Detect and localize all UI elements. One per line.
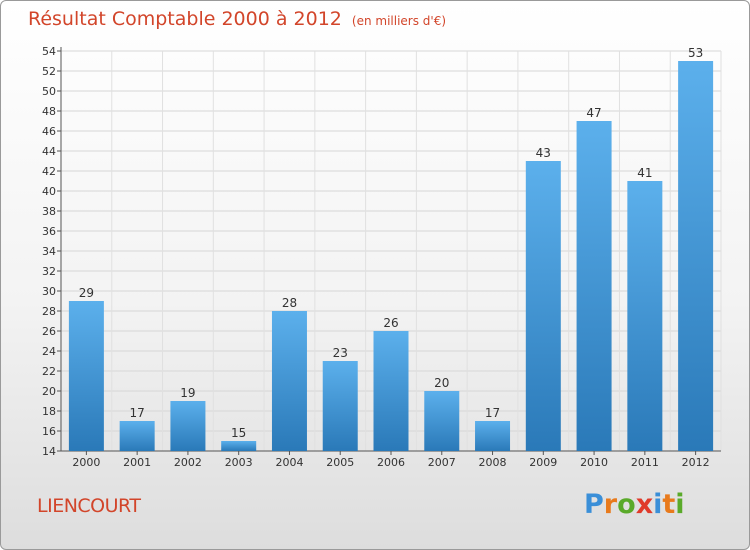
y-tick-label-28: 28 — [42, 305, 56, 318]
bar-2000 — [68, 301, 104, 451]
data-label-2000: 29 — [79, 286, 94, 300]
y-tick-label-26: 26 — [42, 325, 56, 338]
data-label-2011: 41 — [637, 166, 652, 180]
logo-letter: r — [603, 489, 618, 520]
data-label-2009: 43 — [536, 146, 551, 160]
y-tick-label-52: 52 — [42, 65, 56, 78]
x-tick-label-2000: 2000 — [72, 456, 100, 469]
data-label-2002: 19 — [180, 386, 195, 400]
x-tick-label-2008: 2008 — [479, 456, 507, 469]
logo-letter: o — [617, 489, 636, 520]
bar-2005 — [322, 361, 358, 451]
bar-2011 — [627, 181, 663, 451]
logo-letter: x — [635, 489, 654, 520]
x-tick-label-2003: 2003 — [225, 456, 253, 469]
data-label-2005: 23 — [333, 346, 348, 360]
bar-2004 — [271, 311, 307, 451]
x-tick-label-2010: 2010 — [580, 456, 608, 469]
bar-2012 — [678, 61, 714, 451]
bar-2002 — [170, 401, 206, 451]
chart-title: Résultat Comptable 2000 à 2012 (en millie… — [28, 8, 446, 30]
y-tick-label-36: 36 — [42, 225, 56, 238]
data-label-2010: 47 — [586, 106, 601, 120]
y-tick-label-48: 48 — [42, 105, 56, 118]
data-label-2008: 17 — [485, 406, 500, 420]
y-tick-label-30: 30 — [42, 285, 56, 298]
bar-2009 — [525, 161, 561, 451]
x-tick-label-2011: 2011 — [631, 456, 659, 469]
y-tick-label-24: 24 — [42, 345, 56, 358]
bar-2006 — [373, 331, 409, 451]
x-tick-label-2004: 2004 — [275, 456, 303, 469]
logo-letter: i — [653, 489, 663, 520]
logo-letter: t — [662, 489, 676, 520]
proxiti-logo: Proxiti — [584, 489, 685, 520]
x-tick-label-2006: 2006 — [377, 456, 405, 469]
y-tick-label-54: 54 — [42, 45, 56, 58]
x-tick-label-2012: 2012 — [682, 456, 710, 469]
y-tick-label-40: 40 — [42, 185, 56, 198]
y-tick-label-20: 20 — [42, 385, 56, 398]
logo-letter: P — [584, 489, 604, 520]
chart-subtitle: (en milliers d'€) — [351, 14, 447, 28]
logo-letter: i — [675, 489, 685, 520]
bar-2007 — [424, 391, 460, 451]
x-tick-label-2001: 2001 — [123, 456, 151, 469]
y-tick-label-34: 34 — [42, 245, 56, 258]
y-tick-label-32: 32 — [42, 265, 56, 278]
y-tick-label-44: 44 — [42, 145, 56, 158]
y-tick-label-42: 42 — [42, 165, 56, 178]
bar-2001 — [119, 421, 155, 451]
x-tick-label-2007: 2007 — [428, 456, 456, 469]
data-label-2003: 15 — [231, 426, 246, 440]
y-tick-label-46: 46 — [42, 125, 56, 138]
data-label-2006: 26 — [383, 316, 398, 330]
bars — [68, 61, 714, 451]
y-tick-label-18: 18 — [42, 405, 56, 418]
data-label-2001: 17 — [130, 406, 145, 420]
y-tick-label-22: 22 — [42, 365, 56, 378]
x-tick-label-2009: 2009 — [529, 456, 557, 469]
commune-name: LIENCOURT — [37, 495, 141, 517]
y-tick-label-14: 14 — [42, 445, 56, 458]
bar-2010 — [576, 121, 612, 451]
data-label-2004: 28 — [282, 296, 297, 310]
data-label-2012: 53 — [688, 46, 703, 60]
y-tick-label-38: 38 — [42, 205, 56, 218]
bar-2008 — [475, 421, 511, 451]
data-label-2007: 20 — [434, 376, 449, 390]
chart-title-text: Résultat Comptable 2000 à 2012 — [28, 8, 342, 30]
y-tick-label-50: 50 — [42, 85, 56, 98]
x-tick-label-2002: 2002 — [174, 456, 202, 469]
y-tick-label-16: 16 — [42, 425, 56, 438]
x-tick-label-2005: 2005 — [326, 456, 354, 469]
bar-2003 — [221, 441, 257, 451]
data-labels: 29 17 19 15 28 23 26 20 17 43 47 41 53 — [79, 46, 704, 440]
